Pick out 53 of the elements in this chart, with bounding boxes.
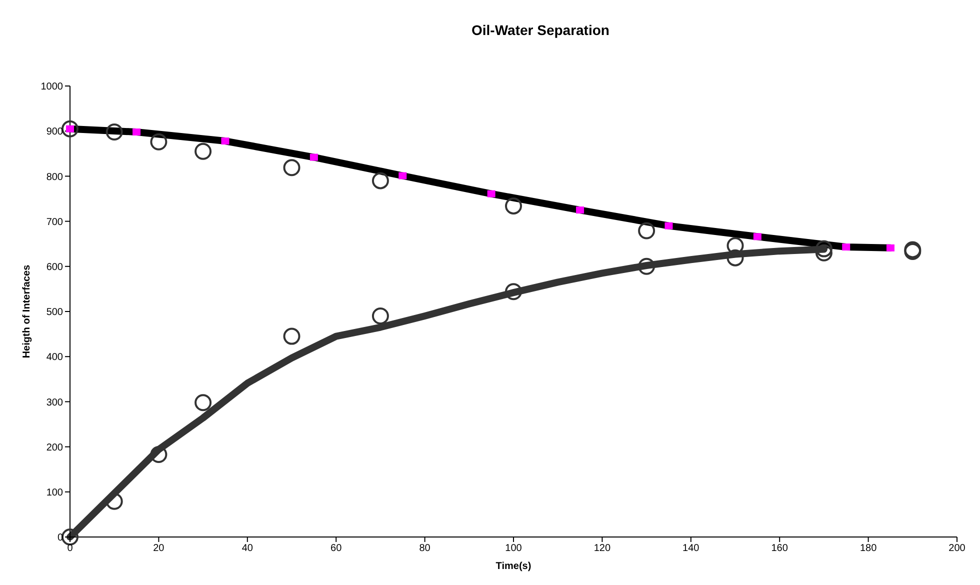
y-tick-label: 500	[46, 307, 64, 318]
y-tick-label: 700	[46, 216, 64, 228]
point	[505, 283, 522, 300]
point	[310, 154, 318, 161]
point	[487, 190, 496, 198]
x-tick-label: 160	[771, 543, 788, 554]
point	[726, 249, 744, 266]
point	[753, 233, 762, 240]
y-tick-label: 600	[46, 262, 64, 273]
point	[638, 258, 656, 275]
point	[150, 133, 168, 150]
point	[842, 244, 850, 251]
point	[505, 197, 522, 214]
point	[150, 446, 168, 463]
y-tick-label: 1000	[40, 82, 64, 93]
point	[106, 124, 123, 140]
point	[638, 222, 656, 240]
point	[372, 172, 389, 190]
x-tick-label: 40	[242, 543, 254, 554]
x-tick-label: 140	[682, 543, 700, 554]
point	[62, 528, 78, 546]
x-axis-title: Time(s)	[496, 561, 532, 572]
point	[62, 120, 78, 138]
point	[398, 172, 407, 180]
y-tick-label: 900	[46, 126, 64, 138]
point	[283, 328, 300, 345]
point	[194, 142, 212, 160]
point	[194, 394, 212, 412]
point	[283, 159, 300, 176]
y-tick-label: 100	[46, 487, 64, 498]
x-tick-label: 60	[330, 543, 342, 554]
chart-title: Oil-Water Separation	[470, 21, 610, 40]
point	[886, 244, 894, 252]
x-tick-label: 200	[948, 543, 966, 554]
point	[815, 244, 832, 262]
y-tick-label: 800	[46, 172, 64, 183]
point	[664, 222, 673, 230]
x-tick-label: 180	[860, 543, 878, 554]
point	[106, 492, 123, 510]
y-tick-label: 200	[46, 442, 64, 454]
x-tick-label: 20	[153, 543, 165, 554]
x-tick-label: 100	[505, 543, 522, 554]
x-tick-label: 120	[594, 543, 611, 554]
x-tick-label: 0	[67, 543, 74, 554]
y-tick-label: 300	[46, 397, 64, 408]
point	[372, 308, 389, 325]
point	[221, 138, 230, 145]
point	[576, 206, 584, 214]
point	[815, 240, 832, 258]
y-tick-label: 400	[46, 352, 64, 364]
y-axis-title: Heigth of Interfaces	[22, 264, 33, 358]
point	[132, 128, 141, 136]
x-tick-label: 80	[419, 543, 431, 554]
